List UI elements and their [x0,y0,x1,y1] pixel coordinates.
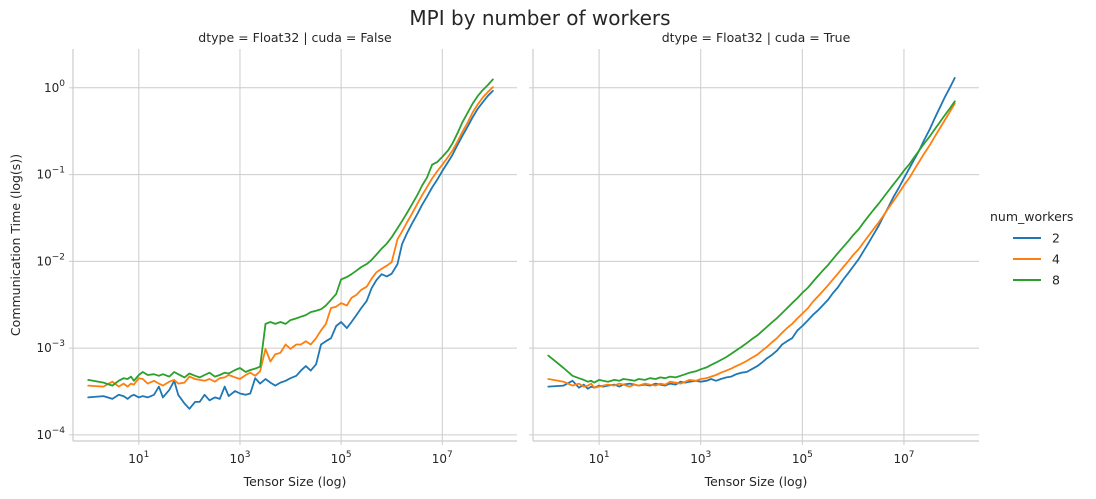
gridlines [73,49,517,441]
series-line-4 [547,102,956,389]
legend-entry-2: 2 [1013,231,1060,246]
series-lines [87,78,494,410]
y-tick-label: 10−4 [36,426,65,442]
series-line-4 [87,86,494,388]
legend-entries: 2 4 8 [1013,231,1060,288]
x-tick-label: 105 [792,450,813,466]
series-line-2 [547,77,956,390]
x-tick-label: 103 [690,450,711,466]
legend-label: 8 [1052,273,1060,288]
x-tick-label: 103 [229,450,250,466]
panels: dtype = Float32 | cuda = False 101 103 105 1… [36,30,979,489]
legend-label: 2 [1052,231,1060,246]
series-line-8 [547,100,956,384]
legend-entry-8: 8 [1013,273,1060,288]
panel-2: dtype = Float32 | cuda = True 101 103 105 10… [529,30,979,489]
x-tick-label: 107 [432,450,453,466]
x-tick-label: 101 [589,450,610,466]
legend: num_workers 2 4 8 [990,209,1073,288]
legend-label: 4 [1052,252,1060,267]
series-line-8 [87,78,494,387]
x-tick-label: 105 [331,450,352,466]
facet-title: dtype = Float32 | cuda = True [662,30,851,45]
legend-title: num_workers [990,209,1073,224]
x-tick-label: 107 [893,450,914,466]
x-axis-label: Tensor Size (log) [704,474,808,489]
chart-suptitle: MPI by number of workers [409,6,670,30]
panel-1: dtype = Float32 | cuda = False 101 103 105 1… [36,30,517,489]
y-tick-label: 10−1 [36,166,65,182]
y-tick-label: 10−3 [36,339,65,355]
series-lines [547,77,956,390]
x-tick-label: 101 [128,450,149,466]
x-axis-label: Tensor Size (log) [243,474,347,489]
y-tick-label: 100 [44,79,65,95]
y-tick-label: 10−2 [36,252,65,268]
gridlines [533,49,979,441]
y-axis-label: Communication Time (log(s)) [8,154,23,336]
legend-entry-4: 4 [1013,252,1060,267]
series-line-2 [87,90,494,410]
facet-title: dtype = Float32 | cuda = False [198,30,392,45]
